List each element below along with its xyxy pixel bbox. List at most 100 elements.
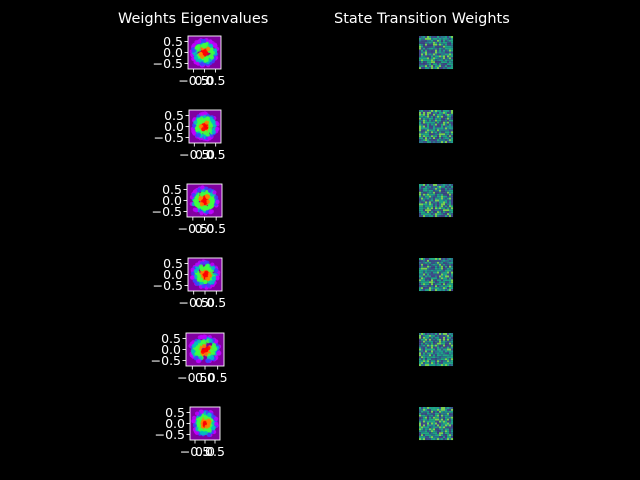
heatmap-cell bbox=[431, 416, 434, 419]
heatmap-cell bbox=[443, 344, 446, 347]
heatmap-cell bbox=[449, 39, 452, 42]
heatmap-cell bbox=[439, 139, 442, 142]
eigen-point bbox=[206, 194, 211, 199]
heatmap-cell bbox=[437, 271, 440, 274]
heatmap-cell bbox=[423, 141, 426, 144]
heatmap-cell bbox=[439, 184, 442, 186]
heatmap-cell bbox=[425, 263, 428, 266]
heatmap-cell bbox=[423, 135, 426, 138]
heatmap-cell bbox=[451, 205, 454, 208]
heatmap-cell bbox=[437, 430, 440, 433]
eigen-point bbox=[202, 335, 207, 340]
heatmap-cell bbox=[423, 59, 426, 62]
heatmap-cell bbox=[427, 356, 430, 359]
heatmap-cell bbox=[435, 277, 438, 280]
heatmap-cell bbox=[433, 285, 436, 288]
heatmap-cell bbox=[429, 428, 432, 431]
heatmap-cell bbox=[433, 412, 436, 415]
heatmap-cell bbox=[437, 352, 440, 355]
heatmap-cell bbox=[429, 436, 432, 439]
heatmap-cell bbox=[449, 65, 452, 68]
heatmap-cell bbox=[423, 259, 426, 262]
heatmap-cell bbox=[437, 125, 440, 128]
heatmap-cell bbox=[441, 45, 444, 48]
heatmap-cell bbox=[445, 47, 448, 50]
heatmap-cell bbox=[451, 430, 454, 433]
heatmap-cell bbox=[431, 265, 434, 268]
heatmap-cell bbox=[423, 129, 426, 132]
heatmap-cell bbox=[425, 63, 428, 66]
heatmap-cell bbox=[439, 213, 442, 216]
heatmap-cell bbox=[421, 211, 424, 214]
heatmap-cell bbox=[447, 261, 450, 264]
heatmap-cell bbox=[439, 416, 442, 419]
heatmap-cell bbox=[419, 342, 422, 345]
heatmap-cell bbox=[427, 110, 430, 112]
heatmap-cell bbox=[425, 436, 428, 439]
heatmap-cell bbox=[425, 289, 428, 292]
heatmap-cell bbox=[423, 430, 426, 433]
heatmap-cell bbox=[425, 283, 428, 286]
heatmap-cell bbox=[439, 65, 442, 68]
heatmap-cell bbox=[443, 408, 446, 411]
heatmap-cell bbox=[421, 125, 424, 128]
heatmap-cell bbox=[427, 121, 430, 124]
heatmap-cell bbox=[445, 277, 448, 280]
heatmap-cell bbox=[437, 117, 440, 120]
heatmap-cell bbox=[429, 53, 432, 56]
heatmap-cell bbox=[435, 123, 438, 126]
heatmap-cell bbox=[451, 127, 454, 130]
heatmap-cell bbox=[451, 342, 454, 345]
heatmap-cell bbox=[449, 139, 452, 142]
heatmap-cell bbox=[445, 358, 448, 361]
heatmap-cell bbox=[429, 209, 432, 212]
eigen-point bbox=[191, 192, 196, 198]
heatmap-cell bbox=[427, 269, 430, 272]
heatmap-cell bbox=[435, 350, 438, 353]
eigen-point bbox=[203, 260, 208, 265]
heatmap-cell bbox=[427, 131, 430, 134]
heatmap-cell bbox=[429, 281, 432, 284]
heatmap-cell bbox=[443, 133, 446, 136]
heatmap-cell bbox=[443, 209, 446, 212]
eigenvalue-panel-6: −0.50.00.50.50.0−0.5 bbox=[155, 405, 225, 459]
heatmap-cell bbox=[431, 57, 434, 60]
heatmap-cell bbox=[439, 336, 442, 339]
heatmap-cell bbox=[447, 360, 450, 363]
heatmap-cell bbox=[449, 125, 452, 128]
eigen-point-cloud bbox=[189, 37, 220, 68]
heatmap-cell bbox=[431, 261, 434, 264]
heatmap-cell bbox=[439, 287, 442, 290]
heatmap-cell bbox=[435, 281, 438, 284]
heatmap-cell bbox=[433, 137, 436, 140]
heatmap-cell bbox=[423, 271, 426, 274]
heatmap-cell bbox=[429, 414, 432, 417]
eigen-point bbox=[208, 43, 213, 48]
heatmap-cell bbox=[443, 57, 446, 60]
heatmap-cell bbox=[427, 189, 430, 192]
heatmap-cell bbox=[435, 340, 438, 343]
heatmap-cell bbox=[443, 47, 446, 50]
heatmap-cell bbox=[443, 428, 446, 431]
eigen-point bbox=[196, 339, 202, 344]
heatmap-cell bbox=[433, 350, 436, 353]
heatmap-cell bbox=[425, 59, 428, 62]
heatmap-cell bbox=[439, 275, 442, 278]
heatmap-cell bbox=[423, 65, 426, 68]
heatmap-cell bbox=[427, 129, 430, 132]
heatmap-cell bbox=[427, 340, 430, 343]
heatmap-cell bbox=[437, 269, 440, 272]
heatmap-cell bbox=[445, 334, 448, 337]
heatmap-cell bbox=[427, 133, 430, 136]
heatmap-cell bbox=[431, 137, 434, 140]
heatmap-cell bbox=[423, 334, 426, 337]
heatmap-cell bbox=[449, 414, 452, 417]
heatmap-cell bbox=[443, 207, 446, 210]
heatmap-cell bbox=[425, 61, 428, 64]
heatmap-cell bbox=[421, 424, 424, 427]
heatmap-cell bbox=[441, 139, 444, 142]
heatmap-cell bbox=[451, 135, 454, 138]
heatmap-cell bbox=[431, 184, 434, 186]
x-tick-label: 0.5 bbox=[205, 444, 225, 459]
heatmap-cell bbox=[425, 37, 428, 40]
